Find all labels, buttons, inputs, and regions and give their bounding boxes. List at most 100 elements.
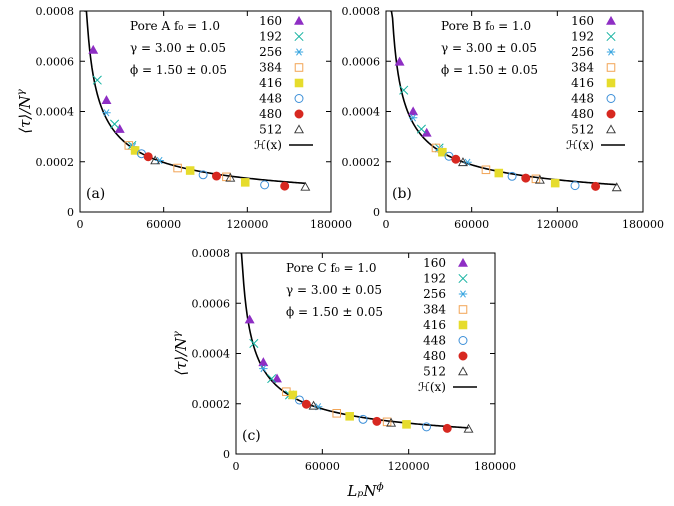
- data-point-512: [225, 172, 236, 182]
- data-point-480: [301, 399, 311, 409]
- legend-marker: [458, 273, 468, 284]
- legend-marker: [606, 78, 616, 88]
- legend-label: 384: [259, 61, 282, 75]
- legend-marker: [294, 15, 304, 25]
- pore-label: Pore A f₀ = 1.0: [130, 19, 220, 33]
- data-point-416: [402, 420, 411, 429]
- legend-label: 416: [571, 76, 594, 90]
- pore-label: Pore B f₀ = 1.0: [441, 19, 531, 33]
- data-point-384: [481, 165, 491, 175]
- data-point-160: [394, 56, 405, 66]
- data-point-480: [372, 416, 382, 426]
- y-tick-label: 0.0002: [192, 398, 231, 411]
- legend-label: 160: [259, 14, 282, 28]
- data-point-160: [272, 373, 282, 383]
- legend-label: 480: [259, 107, 282, 121]
- y-tick-label: 0: [67, 206, 74, 219]
- legend-label: 448: [259, 92, 282, 106]
- data-point-384: [173, 163, 182, 173]
- x-tick-label: 120000: [226, 218, 268, 231]
- panel-c: 0 60000 120000 180000 0 0.0002 0.0004 0.0006 0.0…: [171, 247, 516, 500]
- legend-marker: [606, 109, 616, 119]
- legend-marker: [606, 94, 616, 103]
- data-point-384: [124, 141, 134, 150]
- legend-label: 480: [571, 107, 594, 121]
- legend-label: 160: [571, 14, 594, 28]
- data-point-192: [267, 374, 277, 384]
- legend-marker: [294, 124, 304, 134]
- legend-label: 512: [259, 123, 282, 137]
- data-point-512: [534, 174, 545, 184]
- legend-curve-label: ℋ(x): [566, 138, 594, 152]
- legend-label: 512: [423, 365, 446, 379]
- data-point-192: [416, 124, 426, 134]
- legend-marker: [294, 78, 304, 88]
- legend-curve-label: ℋ(x): [418, 380, 446, 394]
- data-point-480: [212, 171, 222, 181]
- legend-marker: [606, 63, 616, 72]
- y-tick-label: 0.0006: [36, 55, 75, 68]
- legend-label: 512: [571, 123, 594, 137]
- data-point-480: [591, 181, 601, 191]
- x-axis-label: LₚNϕ: [346, 481, 383, 500]
- data-point-160: [101, 95, 112, 105]
- data-point-448: [198, 170, 208, 180]
- x-tick-label: 0: [383, 218, 390, 231]
- data-point-512: [300, 181, 311, 191]
- legend-label: 448: [423, 334, 446, 348]
- data-point-512: [386, 417, 397, 427]
- legend-label: 160: [423, 256, 446, 270]
- legend-marker: [458, 257, 468, 267]
- x-tick-label: 60000: [305, 460, 340, 473]
- data-point-512: [150, 155, 161, 165]
- fit-curve-line: [84, 11, 306, 185]
- data-point-192: [110, 119, 120, 129]
- data-point-416: [345, 412, 354, 421]
- x-tick-label: 120000: [388, 460, 430, 473]
- legend-marker: [458, 336, 468, 345]
- y-tick-label: 0: [223, 448, 230, 461]
- data-point-480: [280, 181, 290, 191]
- panel-b: 0 60000 120000 180000 0 0.0002 0.0004 0.0006 0.0…: [342, 5, 665, 231]
- y-tick-label: 0.0002: [36, 156, 75, 169]
- x-tick-label: 180000: [622, 218, 664, 231]
- y-tick-label: 0.0006: [342, 55, 381, 68]
- data-point-480: [143, 152, 153, 162]
- data-point-160: [421, 127, 432, 137]
- legend-label: 416: [259, 76, 282, 90]
- y-tick-label: 0.0002: [342, 156, 381, 169]
- legend-marker: [294, 94, 304, 103]
- data-point-416: [240, 178, 250, 187]
- data-point-256: [408, 114, 418, 122]
- legend-label: 480: [423, 349, 446, 363]
- data-point-384: [332, 409, 342, 418]
- data-point-416: [288, 390, 298, 400]
- data-point-160: [88, 44, 99, 54]
- data-point-512: [463, 423, 474, 433]
- phi-label: ϕ = 1.50 ± 0.05: [286, 305, 383, 319]
- legend-marker: [606, 124, 616, 134]
- legend-label: 192: [259, 30, 282, 44]
- data-point-512: [611, 182, 622, 192]
- legend-label: 256: [259, 45, 282, 59]
- legend-curve-label: ℋ(x): [254, 138, 282, 152]
- legend-marker: [294, 48, 304, 56]
- legend-label: 416: [423, 318, 446, 332]
- legend-marker: [294, 63, 304, 72]
- data-point-512: [308, 400, 319, 410]
- data-point-448: [294, 395, 304, 405]
- data-point-160: [408, 106, 419, 116]
- data-point-416: [185, 166, 195, 175]
- legend-label: 256: [423, 287, 446, 301]
- y-tick-label: 0.0004: [192, 348, 231, 361]
- x-tick-label: 0: [233, 460, 240, 473]
- y-tick-label: 0.0004: [36, 106, 75, 119]
- y-axis-label: ⟨τ⟩/Nγ: [171, 331, 190, 376]
- legend-label: 192: [423, 272, 446, 286]
- gamma-label: γ = 3.00 ± 0.05: [286, 283, 382, 297]
- panel-label: (b): [392, 186, 412, 202]
- data-point-192: [249, 338, 259, 349]
- data-point-256: [463, 158, 472, 166]
- y-axis-label: ⟨τ⟩/Nγ: [15, 89, 34, 134]
- gamma-label: γ = 3.00 ± 0.05: [130, 41, 226, 55]
